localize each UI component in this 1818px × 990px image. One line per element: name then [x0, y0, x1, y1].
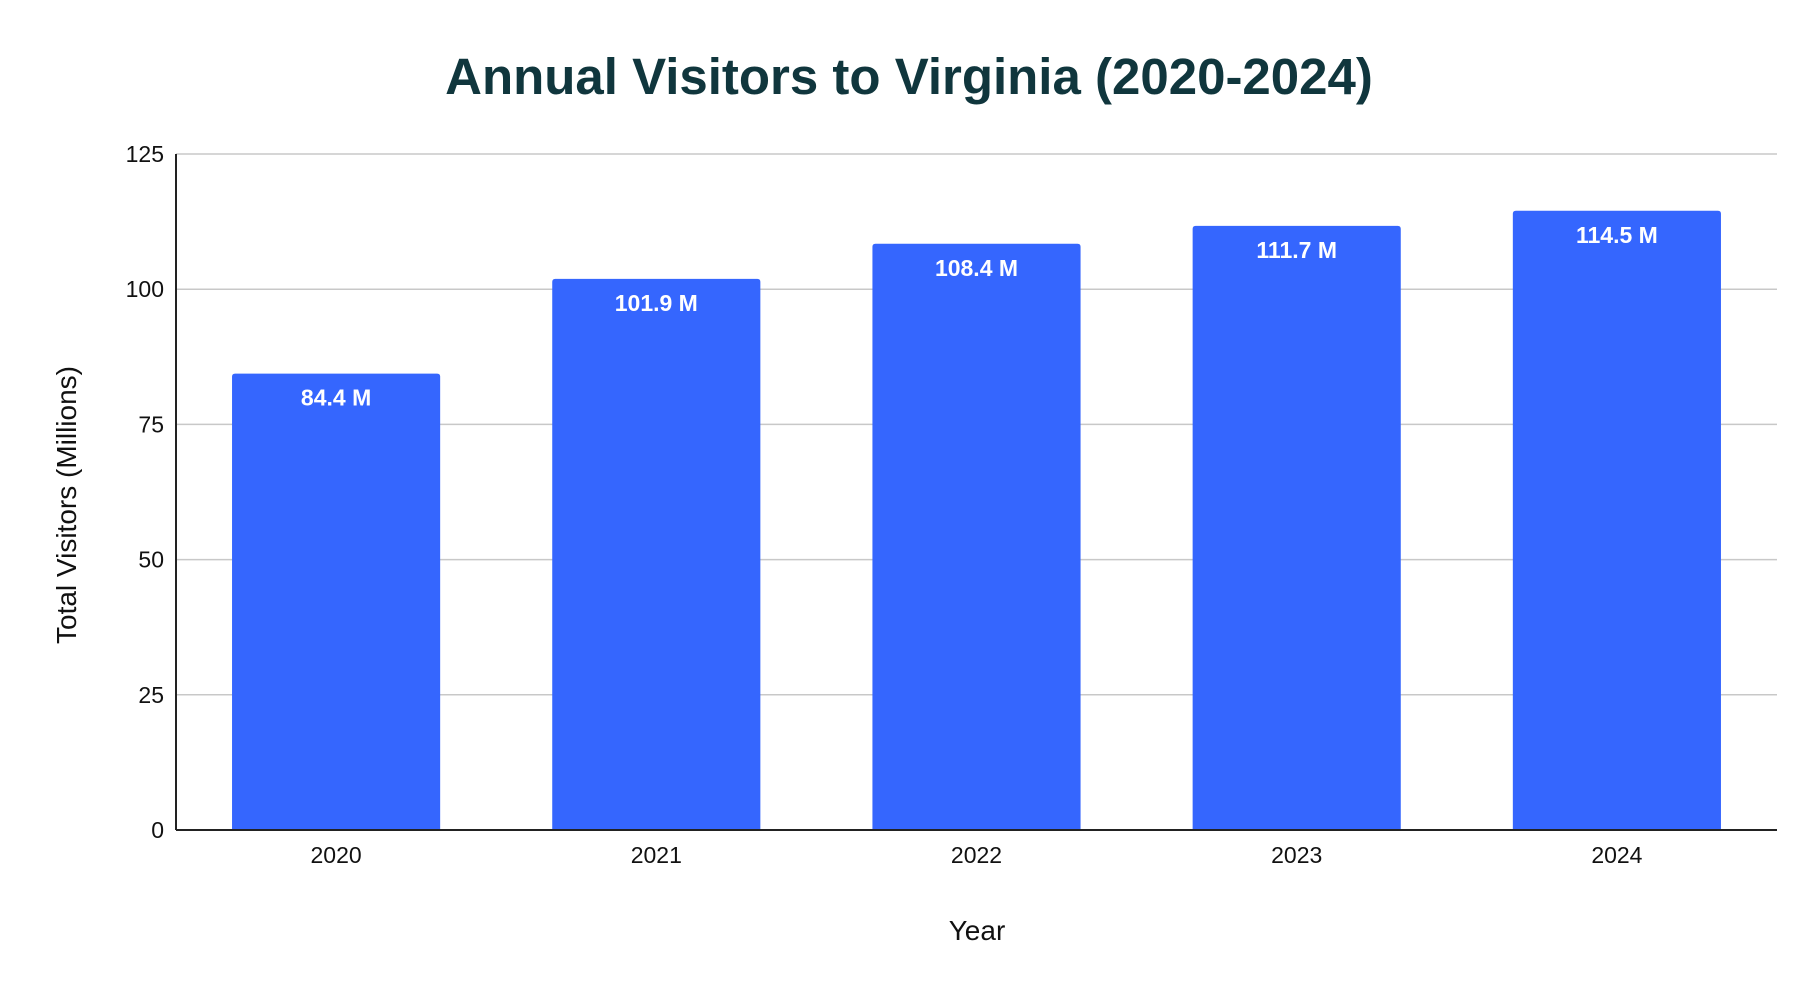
- data-label-2023: 111.7 M: [1256, 237, 1337, 263]
- data-labels: 84.4 M 101.9 M 108.4 M 111.7 M 114.5 M: [301, 222, 1658, 411]
- x-tick-label: 2022: [951, 842, 1002, 868]
- x-tick-label: 2020: [311, 842, 362, 868]
- bars: [232, 210, 1721, 831]
- bar-2023: [1192, 225, 1401, 831]
- y-tick-label: 125: [126, 141, 164, 167]
- bar-2021: [552, 278, 761, 830]
- y-tick-label: 0: [151, 817, 164, 843]
- x-axis-label: Year: [949, 915, 1006, 946]
- bar-2022: [872, 243, 1081, 830]
- y-tick-label: 75: [138, 411, 164, 437]
- x-tick-label: 2024: [1591, 842, 1642, 868]
- chart-title: Annual Visitors to Virginia (2020-2024): [445, 48, 1373, 105]
- y-tick-label: 25: [138, 682, 164, 708]
- y-tick-labels: 0 25 50 75 100 125: [126, 141, 164, 843]
- data-label-2024: 114.5 M: [1576, 222, 1658, 248]
- y-tick-label: 100: [126, 276, 164, 302]
- data-label-2020: 84.4 M: [301, 385, 371, 411]
- axes: [175, 154, 1777, 831]
- data-label-2022: 108.4 M: [935, 255, 1018, 281]
- x-tick-labels: 2020 2021 2022 2023 2024: [311, 842, 1643, 868]
- y-tick-label: 50: [138, 547, 164, 573]
- y-axis-label: Total Visitors (Millions): [51, 366, 82, 644]
- bar-2020: [232, 373, 441, 830]
- bar-2024: [1512, 210, 1721, 830]
- data-label-2021: 101.9 M: [615, 290, 698, 316]
- x-tick-label: 2021: [631, 842, 682, 868]
- x-tick-label: 2023: [1271, 842, 1322, 868]
